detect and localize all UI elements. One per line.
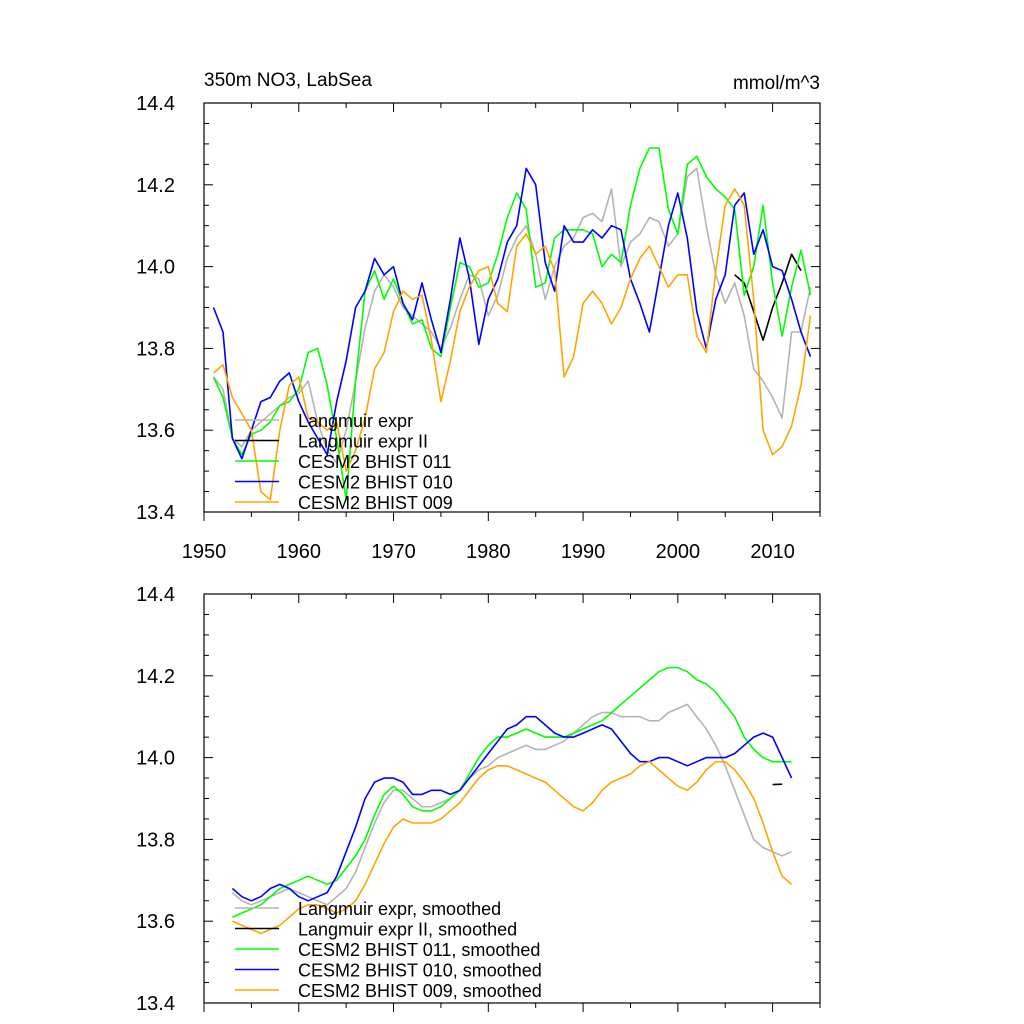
y-tick-label: 13.4 bbox=[136, 993, 175, 1015]
series-line-4 bbox=[232, 760, 793, 935]
series-line-0 bbox=[231, 703, 792, 906]
top-panel: 13.4 13.6 13.8 14.0 14.2 14.4 1950 1960 1970 1980… bbox=[136, 70, 821, 563]
y-tick-label: 14.4 bbox=[136, 584, 175, 606]
y-tick-label: 14.2 bbox=[136, 175, 175, 197]
legend-label-4: CESM2 BHIST 009, smoothed bbox=[298, 981, 542, 1001]
series-line-2 bbox=[212, 147, 812, 501]
x-tick-label: 1960 bbox=[277, 541, 322, 563]
x-tick-label: 2010 bbox=[750, 541, 795, 563]
legend-label-1: Langmuir expr II, smoothed bbox=[298, 920, 517, 940]
legend-label-3: CESM2 BHIST 010 bbox=[298, 473, 453, 493]
legend-label-3: CESM2 BHIST 010, smoothed bbox=[298, 961, 542, 981]
series-line-3 bbox=[212, 167, 812, 460]
y-tick-label: 13.6 bbox=[136, 420, 175, 442]
x-tick-label: 1950 bbox=[182, 541, 227, 563]
legend-label-2: CESM2 BHIST 011, smoothed bbox=[298, 940, 540, 960]
y-tick-label: 14.2 bbox=[136, 666, 175, 688]
x-tick-label: 2000 bbox=[656, 541, 701, 563]
legend-label-2: CESM2 BHIST 011 bbox=[298, 452, 451, 472]
x-tick-label: 1990 bbox=[561, 541, 606, 563]
y-tick-label: 13.8 bbox=[136, 829, 175, 851]
bottom-panel: 13.4 13.6 13.8 14.0 14.2 14.4 Langmuir expr, s… bbox=[136, 584, 821, 1015]
series-line-4 bbox=[212, 188, 812, 501]
y-tick-label: 13.6 bbox=[136, 911, 175, 933]
x-tick-label: 1980 bbox=[466, 541, 511, 563]
series-line-2 bbox=[232, 666, 792, 918]
series-line-3 bbox=[231, 715, 793, 902]
units-label: mmol/m^3 bbox=[733, 73, 820, 94]
legend-label-4: CESM2 BHIST 009 bbox=[298, 493, 453, 513]
legend-label-0: Langmuir expr, smoothed bbox=[298, 899, 501, 919]
series-line-0 bbox=[212, 167, 812, 464]
chart-title: 350m NO3, LabSea bbox=[204, 70, 372, 91]
y-tick-label: 14.0 bbox=[136, 748, 175, 770]
series-line-1 bbox=[734, 253, 802, 342]
y-tick-label: 13.4 bbox=[136, 502, 175, 524]
x-tick-label: 1970 bbox=[371, 541, 416, 563]
y-tick-label: 13.8 bbox=[136, 338, 175, 360]
y-tick-label: 14.0 bbox=[136, 257, 175, 279]
legend-label-0: Langmuir expr bbox=[298, 411, 413, 431]
legend-label-1: Langmuir expr II bbox=[298, 432, 428, 452]
y-tick-label: 14.4 bbox=[136, 93, 175, 115]
